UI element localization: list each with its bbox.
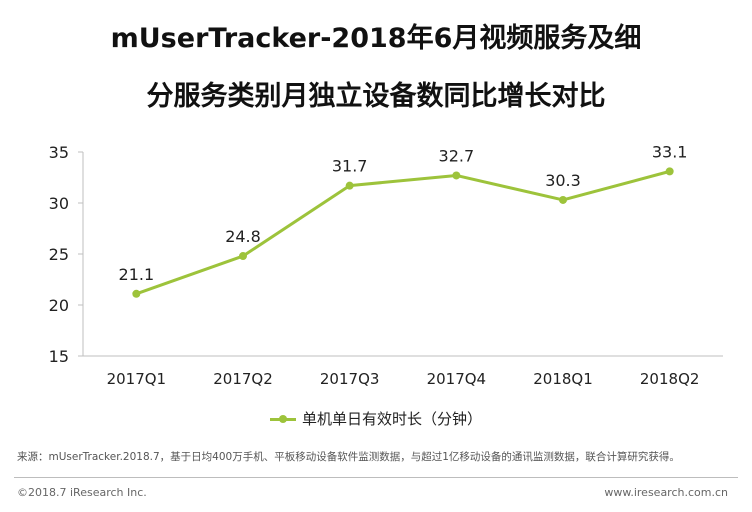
y-tick-label: 25 <box>49 245 69 264</box>
data-point <box>345 181 354 190</box>
y-tick-label: 35 <box>49 143 69 162</box>
legend-line-marker <box>269 415 296 423</box>
x-tick-label: 2017Q2 <box>213 370 273 388</box>
website-url: www.iresearch.com.cn <box>604 486 728 499</box>
x-tick-label: 2018Q1 <box>533 370 593 388</box>
y-tick-label: 20 <box>49 296 69 315</box>
data-label: 31.7 <box>332 157 368 176</box>
data-point <box>665 167 674 176</box>
data-point <box>239 252 247 261</box>
copyright-text: ©2018.7 iResearch Inc. <box>17 486 147 499</box>
y-tick-label: 15 <box>49 347 69 366</box>
data-point <box>559 195 567 204</box>
x-tick-label: 2017Q1 <box>107 370 167 388</box>
series-line <box>135 169 671 296</box>
x-tick-label: 2017Q3 <box>320 370 380 388</box>
line-chart: 15 20 25 30 35 2017Q1 2017Q2 2017Q3 2017Q4 2018Q… <box>49 142 723 388</box>
data-label: 21.1 <box>119 265 155 284</box>
chart-title-line-1: mUserTracker-2018年6月视频服务及细 <box>110 23 642 54</box>
x-tick-label: 2018Q2 <box>640 370 700 388</box>
footer-divider <box>14 477 738 478</box>
source-note: 来源：mUserTracker.2018.7，基于日均400万手机、平板移动设备… <box>17 451 680 463</box>
data-label: 33.1 <box>652 142 688 161</box>
chart-title-line-2: 分服务类别月独立设备数同比增长对比 <box>146 81 606 112</box>
data-point <box>452 171 461 180</box>
data-label: 32.7 <box>439 146 475 165</box>
legend: 单机单日有效时长（分钟） <box>0 408 752 429</box>
data-point <box>132 289 141 298</box>
data-label: 30.3 <box>545 171 581 190</box>
y-tick-label: 30 <box>49 194 69 213</box>
legend-label: 单机单日有效时长（分钟） <box>301 410 482 428</box>
x-tick-label: 2017Q4 <box>427 370 487 388</box>
data-label: 24.8 <box>225 227 261 246</box>
